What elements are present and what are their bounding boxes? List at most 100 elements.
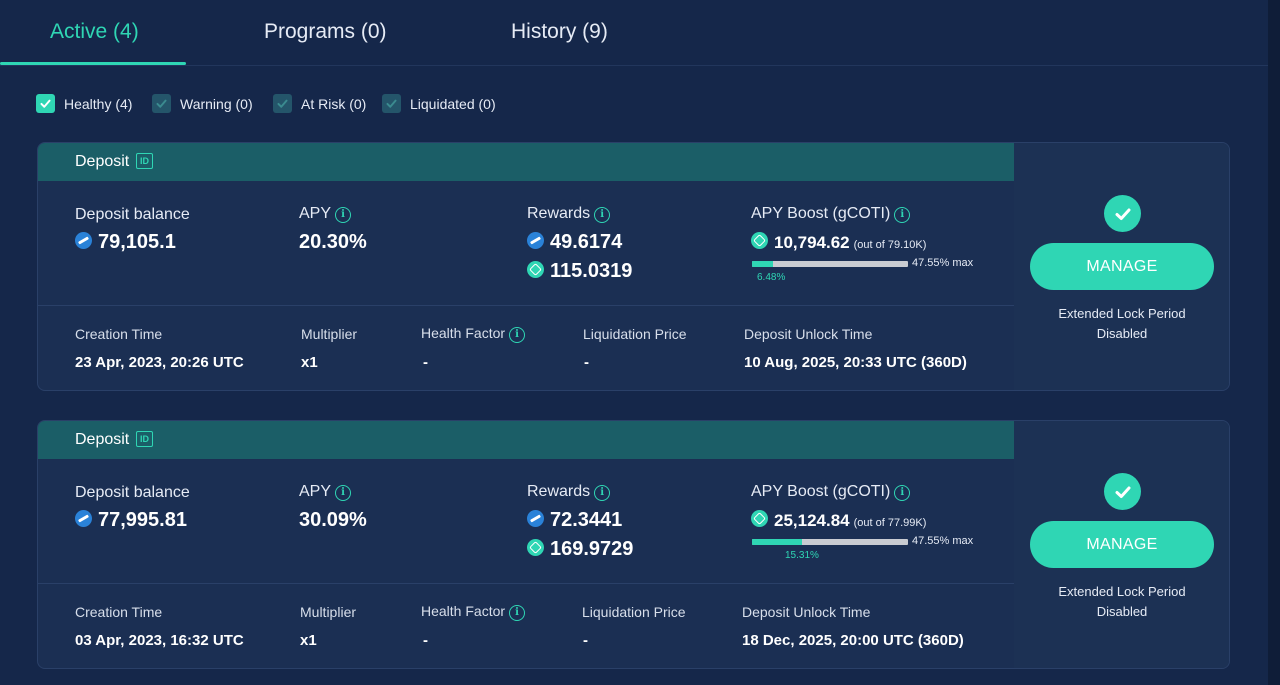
extended-lock-status: Extended Lock Period Disabled [1014,582,1229,622]
filter-label: Warning (0) [180,95,253,112]
card-divider [38,583,1014,584]
filter-liquidated[interactable]: Liquidated (0) [382,94,496,113]
liquidation-price-label: Liquidation Price [582,604,686,620]
liquidation-price-label: Liquidation Price [583,326,687,342]
id-icon[interactable]: ID [136,153,153,169]
info-icon[interactable]: i [335,207,352,223]
card-divider [38,305,1014,306]
multiplier-label: Multiplier [301,326,358,342]
reward-gcoti-value: 169.9729 [527,538,633,561]
info-icon[interactable]: i [335,485,352,501]
apy-boost-out-of: (out of 77.99K) [853,517,927,529]
tab-programs[interactable]: Programs (0) [264,20,387,43]
reward-gcoti-amount: 115.0319 [550,260,633,282]
card-actions: MANAGE Extended Lock Period Disabled [1014,143,1229,390]
deposit-unlock-time-value: 10 Aug, 2025, 20:33 UTC (360D) [744,354,967,371]
extended-lock-label: Extended Lock Period [1058,306,1186,321]
boost-progress-fill [752,539,803,545]
health-factor-label-text: Health Factor [421,325,506,341]
deposit-balance-value: 79,105.1 [75,231,176,254]
boost-progress-bar [752,261,908,267]
multiplier-value: x1 [300,632,317,649]
apy-boost-amount: 25,124.84 [774,511,850,530]
filter-label: Healthy (4) [64,95,133,112]
apy-boost-label: APY Boost (gCOTI) i [751,205,911,223]
deposit-balance-amount: 79,105.1 [98,231,176,253]
health-factor-value: - [423,632,428,649]
apy-boost-value: 10,794.62 (out of 79.10K) [751,232,926,253]
manage-button[interactable]: MANAGE [1030,243,1214,290]
checkbox-checked-icon[interactable] [382,94,401,113]
health-factor-label-text: Health Factor [421,603,506,619]
filter-healthy[interactable]: Healthy (4) [36,94,132,113]
manage-button[interactable]: MANAGE [1030,521,1214,568]
health-factor-value: - [423,354,428,371]
apy-boost-label-text: APY Boost (gCOTI) [751,205,891,222]
page-edge [1268,0,1280,685]
boost-max-label: 47.55% max [912,535,974,547]
tab-active[interactable]: Active (4) [50,20,139,43]
extended-lock-label: Extended Lock Period [1058,584,1186,599]
multiplier-label: Multiplier [300,604,357,620]
extended-lock-status: Extended Lock Period Disabled [1014,304,1229,344]
boost-max-label: 47.55% max [912,257,974,269]
health-factor-label: Health Factor i [421,325,526,343]
rewards-label: Rewards i [527,483,611,501]
info-icon[interactable]: i [509,605,526,621]
info-icon[interactable]: i [594,207,611,223]
extended-lock-value: Disabled [1096,604,1148,619]
deposit-balance-label: Deposit balance [75,206,190,223]
rewards-label-text: Rewards [527,483,591,500]
filter-warning[interactable]: Warning (0) [152,94,253,113]
coti-coin-icon [527,510,544,527]
checkbox-checked-icon[interactable] [36,94,55,113]
health-factor-label: Health Factor i [421,603,526,621]
creation-time-label: Creation Time [75,326,163,342]
gcoti-coin-icon [751,510,768,527]
creation-time-value: 03 Apr, 2023, 16:32 UTC [75,632,244,649]
reward-gcoti-value: 115.0319 [527,260,632,283]
gcoti-coin-icon [527,261,544,278]
apy-label-text: APY [299,205,332,222]
apy-boost-label: APY Boost (gCOTI) i [751,483,911,501]
apy-boost-amount: 10,794.62 [774,233,850,252]
reward-coti-amount: 72.3441 [550,509,623,531]
info-icon[interactable]: i [594,485,611,501]
boost-progress-fill [752,261,774,267]
rewards-label: Rewards i [527,205,611,223]
apy-label: APY i [299,483,352,501]
reward-gcoti-amount: 169.9729 [550,538,634,560]
boost-progress-bar [752,539,908,545]
deposit-balance-value: 77,995.81 [75,509,187,532]
card-actions: MANAGE Extended Lock Period Disabled [1014,421,1229,668]
card-title: Deposit [75,431,130,448]
check-icon [1104,473,1141,510]
apy-label-text: APY [299,483,332,500]
id-icon[interactable]: ID [136,431,153,447]
reward-coti-value: 49.6174 [527,231,622,254]
info-icon[interactable]: i [894,485,911,501]
extended-lock-value: Disabled [1096,326,1148,341]
deposit-unlock-time-value: 18 Dec, 2025, 20:00 UTC (360D) [742,632,964,649]
deposit-unlock-time-label: Deposit Unlock Time [742,604,871,620]
apy-boost-label-text: APY Boost (gCOTI) [751,483,891,500]
apy-value: 20.30% [299,231,367,253]
deposit-unlock-time-label: Deposit Unlock Time [744,326,873,342]
apy-boost-out-of: (out of 79.10K) [853,239,927,251]
creation-time-value: 23 Apr, 2023, 20:26 UTC [75,354,244,371]
card-header: Deposit ID [38,421,1014,459]
deposit-balance-amount: 77,995.81 [98,509,187,531]
reward-coti-value: 72.3441 [527,509,622,532]
filter-at-risk[interactable]: At Risk (0) [273,94,366,113]
checkbox-checked-icon[interactable] [152,94,171,113]
apy-value: 30.09% [299,509,367,531]
creation-time-label: Creation Time [75,604,163,620]
coti-coin-icon [75,510,92,527]
info-icon[interactable]: i [894,207,911,223]
active-tab-indicator [0,62,186,65]
apy-label: APY i [299,205,352,223]
checkbox-checked-icon[interactable] [273,94,292,113]
info-icon[interactable]: i [509,327,526,343]
tab-history[interactable]: History (9) [511,20,608,43]
multiplier-value: x1 [301,354,318,371]
